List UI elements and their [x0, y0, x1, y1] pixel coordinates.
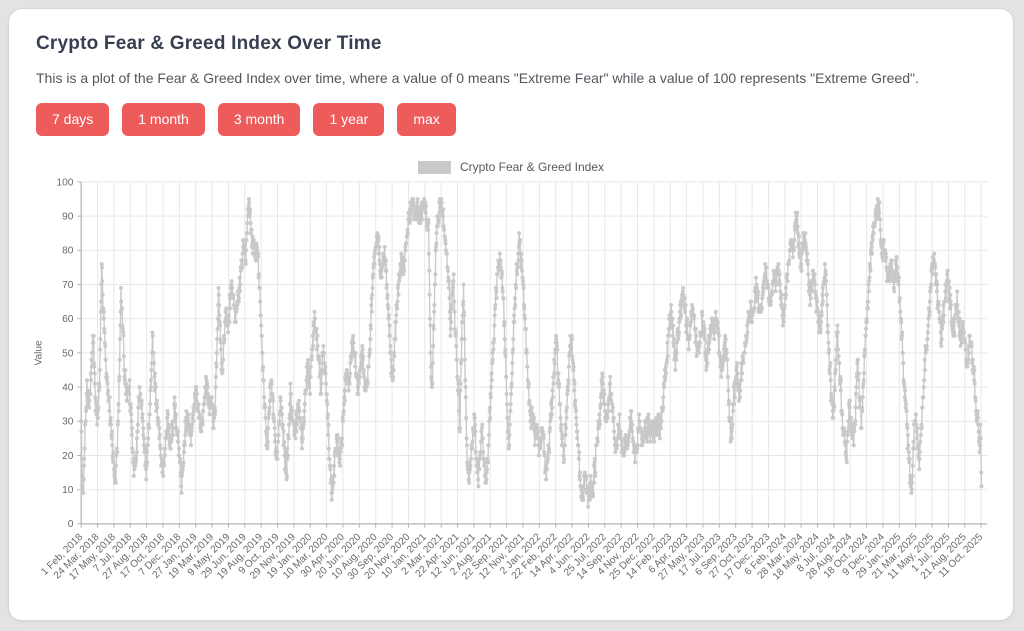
- svg-text:10: 10: [62, 485, 74, 496]
- chart-card: Crypto Fear & Greed Index Over Time This…: [8, 8, 1014, 621]
- range-button-3-month[interactable]: 3 month: [217, 103, 301, 136]
- svg-text:80: 80: [62, 246, 74, 257]
- page-description: This is a plot of the Fear & Greed Index…: [36, 70, 919, 86]
- legend-label: Crypto Fear & Greed Index: [459, 160, 605, 174]
- svg-text:30: 30: [62, 417, 74, 428]
- page-title: Crypto Fear & Greed Index Over Time: [36, 33, 382, 54]
- y-axis-labels: 0 10 20 30 40 50 60 70 80 90 100: [57, 177, 82, 530]
- range-button-1-year[interactable]: 1 year: [313, 103, 385, 136]
- svg-text:100: 100: [57, 177, 74, 188]
- gridlines: [80, 181, 988, 524]
- svg-text:40: 40: [62, 382, 74, 393]
- svg-text:90: 90: [62, 211, 74, 222]
- svg-text:70: 70: [62, 280, 74, 291]
- y-axis-title: Value: [34, 340, 45, 366]
- range-button-row: 7 days 1 month 3 month 1 year max: [36, 103, 993, 136]
- svg-text:50: 50: [62, 348, 74, 359]
- svg-text:60: 60: [62, 314, 74, 325]
- svg-text:0: 0: [68, 519, 74, 530]
- chart-legend: Crypto Fear & Greed Index: [29, 160, 993, 174]
- range-button-7-days[interactable]: 7 days: [36, 103, 110, 136]
- range-button-1-month[interactable]: 1 month: [122, 103, 205, 136]
- legend-swatch: [417, 160, 451, 174]
- chart-section: Crypto Fear & Greed Index 0 10 20 30 40 50 60 7…: [29, 160, 993, 611]
- range-button-max[interactable]: max: [397, 103, 456, 136]
- fear-greed-chart: 0 10 20 30 40 50 60 70 80 90 100 Value 1 Feb, 201824…: [34, 177, 988, 582]
- svg-text:20: 20: [62, 451, 74, 462]
